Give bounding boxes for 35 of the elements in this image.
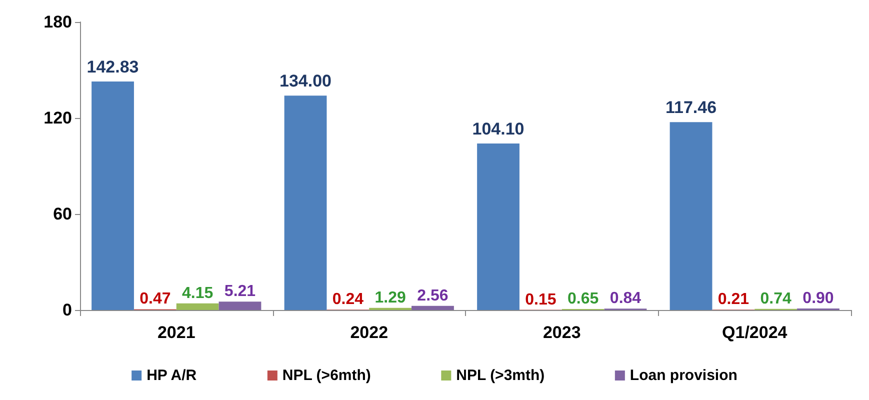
bar [284,96,327,310]
data-label: 0.65 [568,290,599,308]
data-label: 134.00 [280,72,332,91]
bar [218,302,262,310]
bar [92,81,134,310]
data-label: 142.83 [86,57,139,76]
y-tick-label: 60 [53,204,72,224]
data-label: 1.29 [374,289,406,306]
y-tick-label: 0 [62,300,72,320]
y-tick-label: 120 [44,108,72,128]
data-label: 117.46 [665,98,717,118]
bar [176,303,219,310]
data-label: 0.21 [718,291,750,308]
data-label: 0.84 [610,290,642,308]
legend-label: Loan provision [630,367,738,384]
legend-label: NPL (>6mth) [282,367,371,384]
bar [477,143,520,310]
data-label: 0.74 [760,290,792,308]
data-label: 2.56 [417,287,448,304]
data-label: 5.21 [224,283,256,300]
x-tick-label: 2021 [157,323,196,342]
y-tick-label: 180 [44,12,72,32]
legend-label: NPL (>3mth) [456,367,545,384]
data-label: 0.47 [140,290,171,308]
data-label: 104.10 [472,119,524,138]
x-tick-label: 2023 [542,323,581,342]
data-label: 0.15 [525,291,556,308]
legend-label: HP A/R [146,367,197,384]
bar [670,122,712,310]
data-label: 4.15 [182,284,214,302]
data-label: 0.90 [802,290,834,308]
bar [412,306,454,310]
x-tick-label: Q1/2024 [722,323,788,342]
x-tick-label: 2022 [350,323,388,342]
data-label: 0.24 [332,291,364,308]
